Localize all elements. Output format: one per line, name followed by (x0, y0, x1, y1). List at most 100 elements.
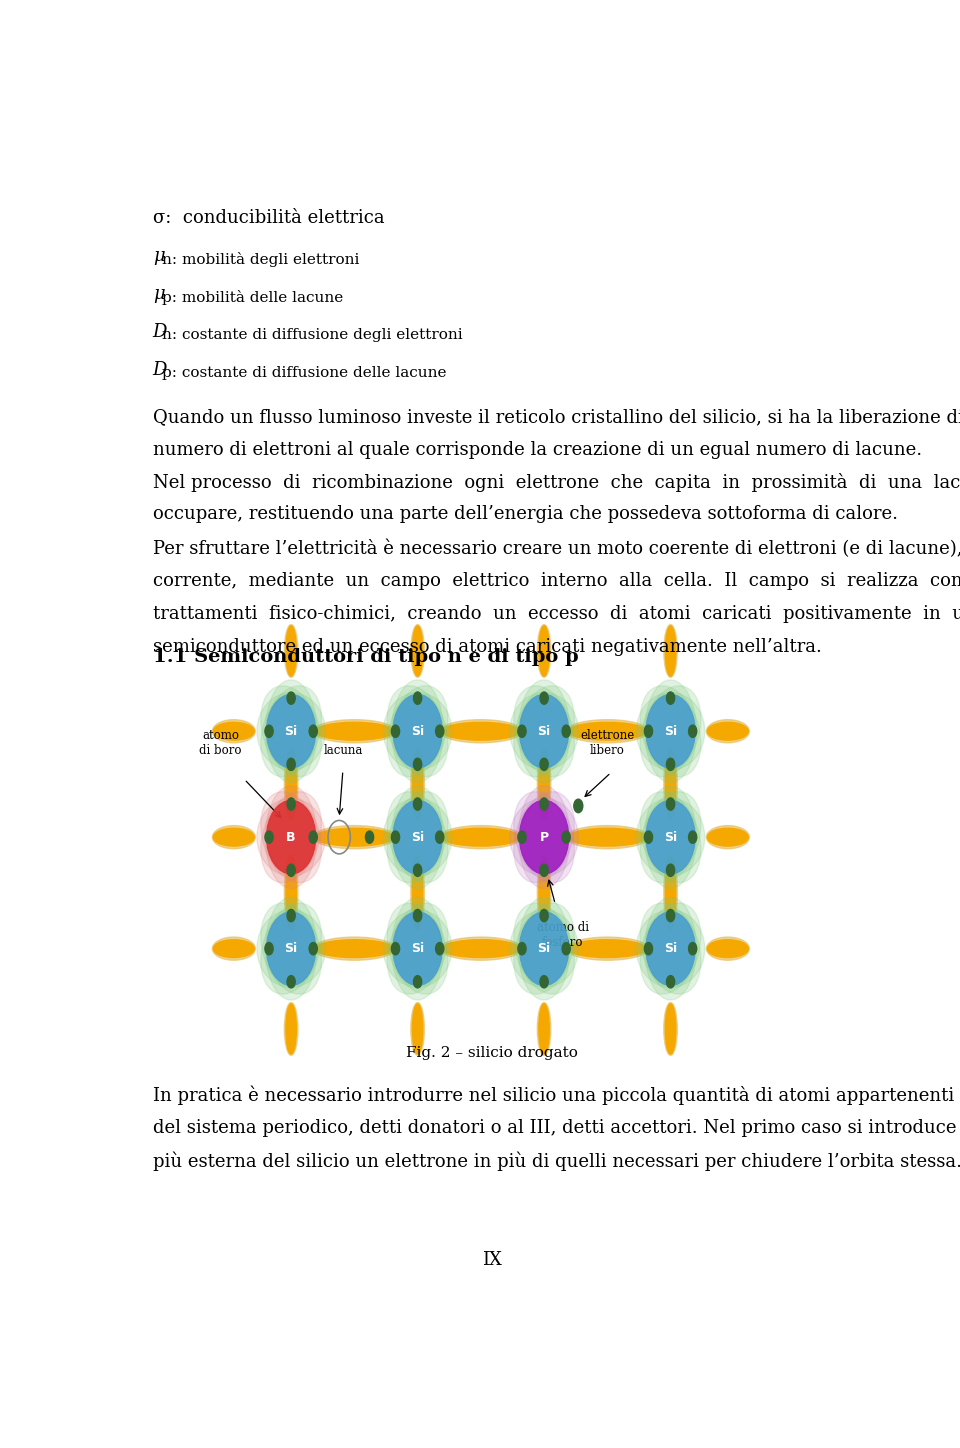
Ellipse shape (286, 626, 297, 676)
Circle shape (688, 725, 697, 737)
Ellipse shape (440, 720, 522, 743)
Text: Si: Si (664, 943, 677, 956)
Ellipse shape (640, 686, 701, 776)
Ellipse shape (708, 940, 748, 957)
Ellipse shape (568, 828, 646, 846)
Circle shape (519, 912, 568, 986)
Ellipse shape (640, 792, 701, 883)
Ellipse shape (538, 854, 551, 931)
Text: p: mobilità delle lacune: p: mobilità delle lacune (162, 290, 344, 304)
Circle shape (287, 976, 296, 988)
Circle shape (540, 976, 548, 988)
Circle shape (414, 759, 421, 770)
Circle shape (540, 692, 548, 704)
Ellipse shape (566, 937, 649, 960)
Ellipse shape (411, 749, 424, 821)
Ellipse shape (265, 786, 317, 889)
Circle shape (366, 831, 373, 843)
Ellipse shape (707, 825, 750, 849)
Text: corrente,  mediante  un  campo  elettrico  interno  alla  cella.  Il  campo  si : corrente, mediante un campo elettrico in… (153, 572, 960, 591)
Ellipse shape (261, 686, 322, 776)
Ellipse shape (708, 828, 748, 846)
Circle shape (688, 943, 697, 954)
Circle shape (267, 912, 316, 986)
Circle shape (436, 831, 444, 843)
Ellipse shape (413, 1003, 422, 1054)
Ellipse shape (514, 792, 574, 883)
Circle shape (666, 909, 675, 922)
Ellipse shape (387, 686, 448, 776)
Ellipse shape (261, 904, 322, 995)
Text: più esterna del silicio un elettrone in più di quelli necessari per chiudere l’o: più esterna del silicio un elettrone in … (153, 1151, 960, 1171)
Ellipse shape (514, 686, 574, 776)
Ellipse shape (665, 1003, 676, 1054)
Ellipse shape (663, 749, 678, 821)
Ellipse shape (663, 624, 678, 678)
Text: elettrone
libero: elettrone libero (580, 728, 635, 757)
Ellipse shape (387, 792, 448, 883)
Ellipse shape (212, 720, 255, 743)
Circle shape (644, 831, 653, 843)
Ellipse shape (392, 786, 444, 889)
Ellipse shape (708, 723, 748, 740)
Text: numero di elettroni al quale corrisponde la creazione di un egual numero di lacu: numero di elettroni al quale corrisponde… (153, 440, 922, 459)
Text: Si: Si (538, 943, 551, 956)
Circle shape (517, 943, 526, 954)
Circle shape (517, 725, 526, 737)
Circle shape (287, 759, 296, 770)
Ellipse shape (212, 937, 255, 960)
Text: lacuna: lacuna (324, 744, 363, 757)
Ellipse shape (640, 904, 701, 995)
Ellipse shape (261, 904, 322, 995)
Circle shape (666, 759, 675, 770)
Ellipse shape (514, 904, 574, 995)
Text: P: P (540, 831, 549, 844)
Text: μ: μ (153, 285, 164, 303)
Ellipse shape (411, 854, 424, 931)
Ellipse shape (514, 686, 574, 776)
Circle shape (265, 943, 273, 954)
Text: D: D (153, 361, 167, 379)
Circle shape (688, 831, 697, 843)
Text: Si: Si (538, 725, 551, 737)
Text: Si: Si (411, 831, 424, 844)
Ellipse shape (284, 854, 298, 931)
Ellipse shape (645, 786, 696, 889)
Ellipse shape (636, 798, 705, 876)
Ellipse shape (518, 898, 570, 1001)
Ellipse shape (568, 940, 646, 957)
Circle shape (414, 692, 421, 704)
Ellipse shape (514, 904, 574, 995)
Circle shape (540, 759, 548, 770)
Ellipse shape (413, 626, 422, 676)
Ellipse shape (411, 1002, 424, 1056)
Ellipse shape (442, 828, 520, 846)
Text: Fig. 2 – silicio drogato: Fig. 2 – silicio drogato (406, 1045, 578, 1060)
Circle shape (287, 864, 296, 876)
Ellipse shape (315, 940, 394, 957)
Circle shape (265, 831, 273, 843)
Circle shape (414, 976, 421, 988)
Ellipse shape (313, 825, 396, 849)
Ellipse shape (518, 786, 570, 889)
Ellipse shape (707, 937, 750, 960)
Ellipse shape (413, 750, 422, 818)
Ellipse shape (413, 857, 422, 930)
Ellipse shape (442, 940, 520, 957)
Ellipse shape (665, 626, 676, 676)
Circle shape (392, 725, 399, 737)
Circle shape (540, 864, 548, 876)
Ellipse shape (645, 681, 696, 782)
Text: IX: IX (482, 1251, 502, 1268)
Text: Si: Si (284, 725, 298, 737)
Ellipse shape (440, 825, 522, 849)
Circle shape (287, 692, 296, 704)
Ellipse shape (387, 904, 448, 995)
Circle shape (644, 943, 653, 954)
Ellipse shape (640, 904, 701, 995)
Ellipse shape (510, 798, 578, 876)
Text: B: B (286, 831, 296, 844)
Text: p: costante di diffusione delle lacune: p: costante di diffusione delle lacune (162, 365, 447, 379)
Circle shape (540, 909, 548, 922)
Text: Si: Si (411, 943, 424, 956)
